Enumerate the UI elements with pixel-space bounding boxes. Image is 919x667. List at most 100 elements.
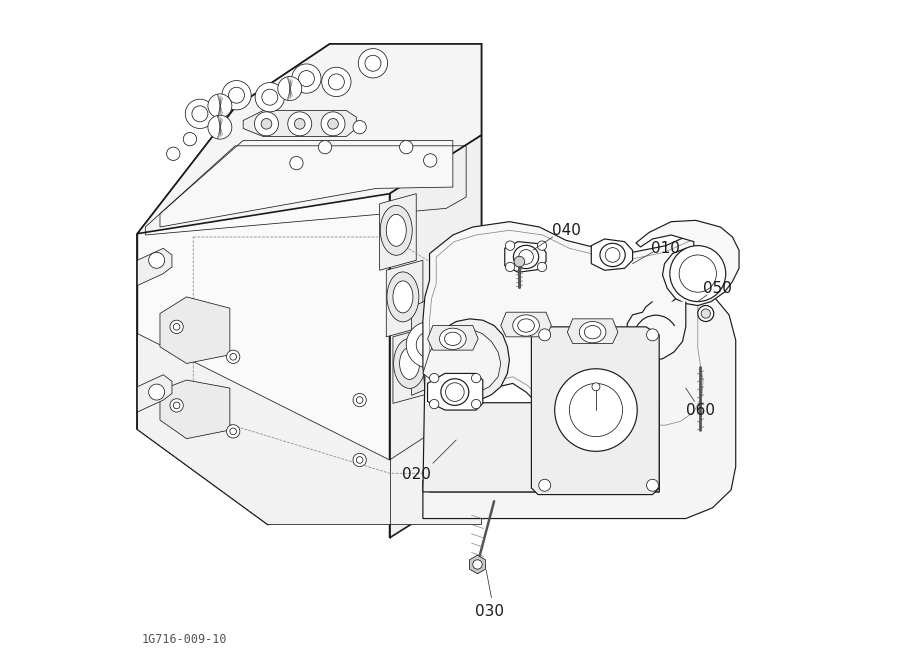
Ellipse shape — [579, 321, 606, 343]
Circle shape — [174, 402, 180, 409]
Polygon shape — [423, 329, 501, 395]
Ellipse shape — [514, 245, 539, 269]
Circle shape — [288, 112, 312, 136]
Circle shape — [429, 467, 437, 474]
Circle shape — [353, 121, 367, 134]
Ellipse shape — [600, 243, 625, 267]
Polygon shape — [412, 295, 447, 396]
Polygon shape — [137, 248, 172, 285]
Circle shape — [429, 374, 439, 383]
Circle shape — [229, 87, 244, 103]
Circle shape — [357, 457, 363, 464]
Polygon shape — [137, 375, 172, 412]
Polygon shape — [137, 44, 482, 524]
Circle shape — [426, 399, 439, 412]
Circle shape — [471, 374, 481, 383]
Circle shape — [208, 115, 232, 139]
Polygon shape — [427, 374, 482, 410]
Circle shape — [255, 83, 285, 112]
Circle shape — [230, 428, 236, 435]
Circle shape — [539, 480, 550, 492]
Circle shape — [183, 133, 197, 146]
Polygon shape — [531, 327, 659, 494]
Polygon shape — [423, 319, 659, 492]
Polygon shape — [427, 325, 478, 350]
Polygon shape — [423, 292, 736, 518]
Ellipse shape — [446, 383, 464, 402]
Text: 1G716-009-10: 1G716-009-10 — [142, 634, 227, 646]
Circle shape — [278, 77, 301, 101]
Ellipse shape — [606, 247, 620, 262]
Circle shape — [429, 400, 439, 409]
Polygon shape — [470, 555, 485, 574]
Circle shape — [318, 141, 332, 154]
Circle shape — [538, 241, 547, 250]
Ellipse shape — [518, 249, 533, 264]
Circle shape — [230, 354, 236, 360]
Circle shape — [261, 119, 272, 129]
Text: 010: 010 — [652, 241, 680, 256]
Ellipse shape — [387, 272, 419, 322]
Circle shape — [166, 147, 180, 161]
Text: 020: 020 — [402, 467, 431, 482]
Circle shape — [192, 106, 208, 122]
Circle shape — [299, 71, 314, 87]
Polygon shape — [636, 220, 739, 305]
Circle shape — [670, 245, 726, 301]
Polygon shape — [160, 141, 453, 227]
Ellipse shape — [517, 319, 534, 332]
Ellipse shape — [439, 328, 466, 350]
Circle shape — [701, 309, 710, 318]
Circle shape — [353, 454, 367, 467]
Circle shape — [149, 252, 165, 268]
Circle shape — [289, 157, 303, 170]
Circle shape — [294, 119, 305, 129]
Circle shape — [647, 329, 659, 341]
Ellipse shape — [441, 379, 469, 406]
Circle shape — [227, 425, 240, 438]
Circle shape — [321, 112, 345, 136]
Polygon shape — [160, 380, 230, 439]
Circle shape — [539, 329, 550, 341]
Text: 030: 030 — [475, 604, 504, 619]
Ellipse shape — [445, 332, 461, 346]
Circle shape — [416, 331, 443, 358]
Circle shape — [471, 400, 481, 409]
Circle shape — [426, 464, 439, 477]
Polygon shape — [137, 334, 482, 524]
Circle shape — [174, 323, 180, 330]
Polygon shape — [501, 312, 551, 337]
Circle shape — [208, 94, 232, 118]
Circle shape — [698, 305, 714, 321]
Circle shape — [322, 67, 351, 97]
Polygon shape — [423, 221, 729, 434]
Circle shape — [357, 397, 363, 404]
Ellipse shape — [393, 281, 413, 313]
Circle shape — [149, 384, 165, 400]
Circle shape — [505, 262, 515, 271]
Circle shape — [262, 89, 278, 105]
Polygon shape — [390, 135, 482, 538]
Circle shape — [472, 560, 482, 569]
Polygon shape — [160, 297, 230, 364]
Polygon shape — [380, 193, 416, 270]
Polygon shape — [393, 327, 429, 404]
Circle shape — [570, 384, 622, 437]
Circle shape — [400, 141, 413, 154]
Circle shape — [424, 154, 437, 167]
Circle shape — [505, 241, 515, 250]
Circle shape — [170, 320, 183, 334]
Circle shape — [328, 119, 338, 129]
Ellipse shape — [400, 348, 420, 380]
Circle shape — [429, 402, 437, 409]
Circle shape — [358, 49, 388, 78]
Ellipse shape — [393, 338, 425, 388]
Polygon shape — [386, 260, 423, 337]
Polygon shape — [591, 239, 632, 270]
Polygon shape — [628, 301, 686, 360]
Polygon shape — [567, 319, 618, 344]
Ellipse shape — [386, 214, 406, 246]
Circle shape — [255, 112, 278, 136]
Circle shape — [291, 64, 321, 93]
Ellipse shape — [513, 315, 539, 336]
